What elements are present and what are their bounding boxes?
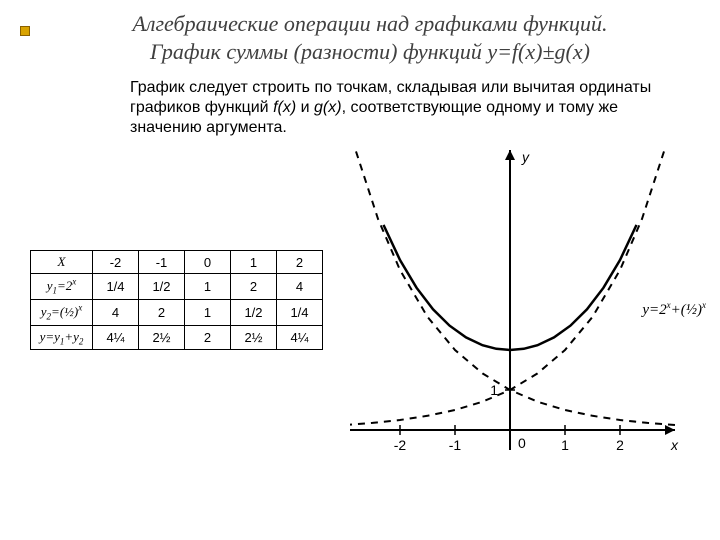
svg-text:0: 0 (518, 435, 526, 451)
slide-bullet (20, 26, 30, 36)
cell: 4 (93, 299, 139, 325)
cell-ysum-label: y=y1+y2 (31, 325, 93, 350)
values-table: X -2 -1 0 1 2 y1=2x 1/4 1/2 1 2 4 y2=(½)… (30, 250, 323, 350)
cell: 1 (231, 251, 277, 274)
svg-text:2: 2 (616, 437, 624, 453)
cell: 1/4 (93, 274, 139, 300)
chart-formula: y=2x+(½)x (642, 300, 706, 319)
cell: 1 (185, 299, 231, 325)
sup-x: x (667, 300, 671, 310)
sup-x2: x (702, 300, 706, 310)
cell: 1/4 (277, 299, 323, 325)
cell-y2-label: y2=(½)x (31, 299, 93, 325)
cell: 2 (139, 299, 185, 325)
cell-x-label: X (31, 251, 93, 274)
title-line2: График суммы (разности) функций y=f(x)±g… (150, 39, 590, 64)
cell: 1/2 (231, 299, 277, 325)
svg-text:1: 1 (490, 382, 498, 398)
description-paragraph: График следует строить по точкам, склады… (130, 78, 660, 138)
cell: 2 (277, 251, 323, 274)
para-g: g(x) (314, 99, 342, 116)
chart-container: -2 -1 1 2 1 0 y x y=2x+(½)x (350, 140, 710, 480)
svg-text:1: 1 (561, 437, 569, 453)
cell: 0 (185, 251, 231, 274)
cell: 2 (231, 274, 277, 300)
cell: 4¼ (277, 325, 323, 350)
cell-y1-label: y1=2x (31, 274, 93, 300)
table-row: X -2 -1 0 1 2 (31, 251, 323, 274)
cell: 4 (277, 274, 323, 300)
cell: -2 (93, 251, 139, 274)
ysum-formula: y=y1+y2 (40, 329, 84, 344)
cell: 2½ (231, 325, 277, 350)
cell: 1 (185, 274, 231, 300)
slide-title: Алгебраические операции над графиками фу… (40, 10, 700, 65)
y1-formula: y1=2x (47, 278, 77, 293)
cell: 1/2 (139, 274, 185, 300)
values-table-wrap: X -2 -1 0 1 2 y1=2x 1/4 1/2 1 2 4 y2=(½)… (30, 250, 323, 350)
title-line1: Алгебраические операции над графиками фу… (132, 11, 607, 36)
para-f: f(x) (273, 99, 296, 116)
cell: -1 (139, 251, 185, 274)
svg-text:-1: -1 (449, 437, 462, 453)
cell: 2½ (139, 325, 185, 350)
svg-text:y: y (521, 149, 530, 165)
para-mid: и (296, 99, 314, 116)
table-row: y1=2x 1/4 1/2 1 2 4 (31, 274, 323, 300)
table-row: y2=(½)x 4 2 1 1/2 1/4 (31, 299, 323, 325)
svg-text:-2: -2 (394, 437, 407, 453)
y2-formula: y2=(½)x (41, 304, 82, 319)
svg-text:x: x (670, 437, 679, 453)
cell: 2 (185, 325, 231, 350)
table-row: y=y1+y2 4¼ 2½ 2 2½ 4¼ (31, 325, 323, 350)
cell: 4¼ (93, 325, 139, 350)
